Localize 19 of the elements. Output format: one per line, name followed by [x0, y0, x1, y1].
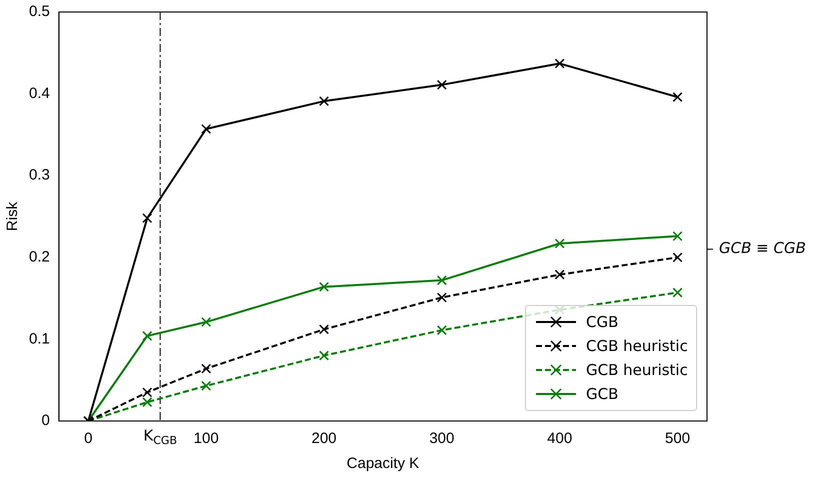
y-tick-label: 0.4 [28, 84, 50, 102]
ref-line-label: GCB ≡ CGB [719, 239, 806, 258]
y-tick-label: 0.5 [28, 3, 50, 20]
y-tick-label: 0.3 [28, 166, 50, 184]
legend-label: GCB [586, 385, 618, 403]
legend-label: GCB heuristic [586, 361, 688, 379]
x-tick-label: 400 [547, 430, 572, 448]
x-tick-label: 500 [665, 430, 690, 448]
y-tick-label: 0.1 [28, 330, 50, 348]
x-axis-title: Capacity K [346, 455, 420, 472]
legend-label: CGB [586, 313, 618, 331]
y-axis-title: Risk [4, 201, 22, 232]
y-tick-label: 0.2 [28, 248, 50, 266]
x-tick-label: 100 [194, 430, 219, 448]
y-tick-label: 0 [42, 412, 50, 430]
x-tick-label: 300 [429, 430, 454, 448]
legend-label: CGB heuristic [586, 337, 688, 355]
x-tick-label: 0 [84, 430, 92, 448]
x-tick-label: 200 [311, 430, 337, 448]
